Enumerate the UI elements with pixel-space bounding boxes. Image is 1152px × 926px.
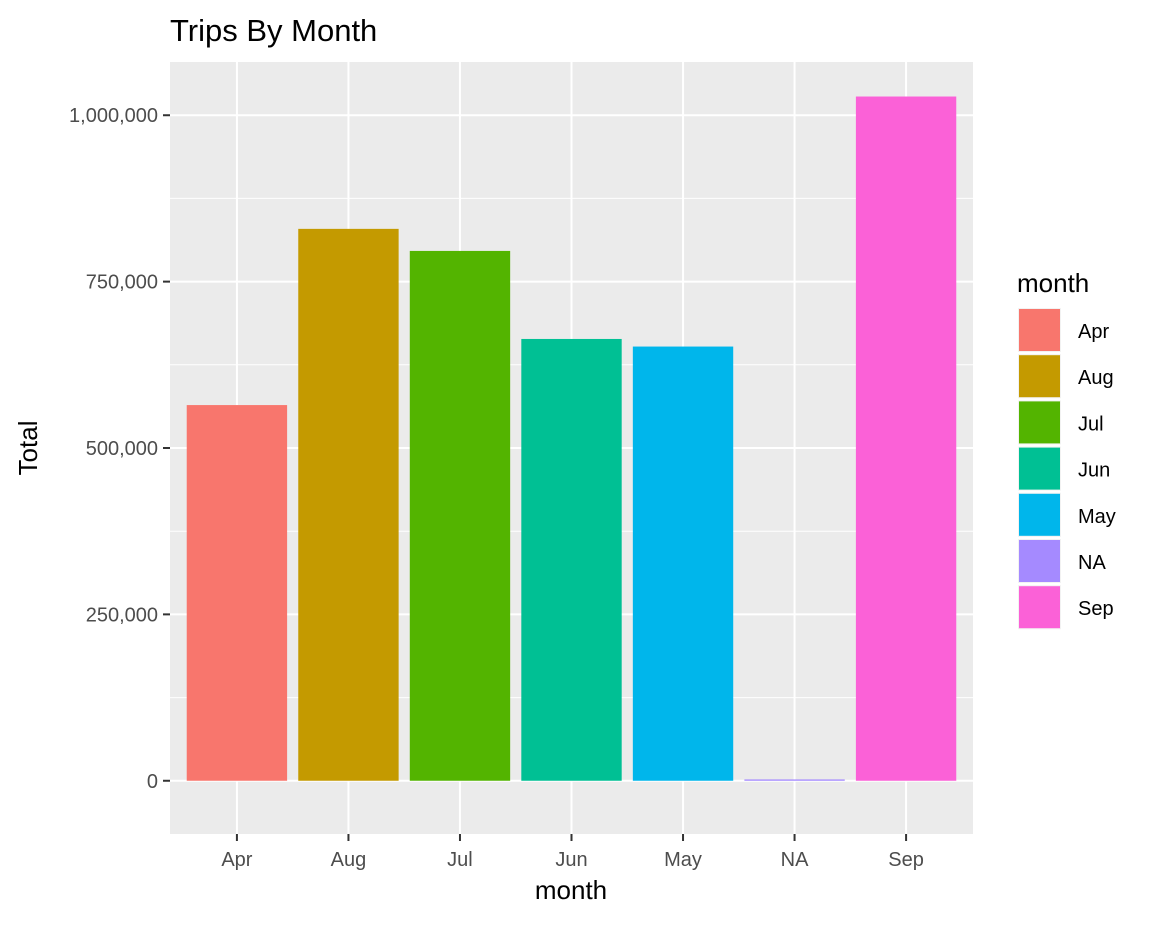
legend-swatch-jul <box>1019 401 1060 444</box>
legend-label: NA <box>1078 552 1106 574</box>
x-tick-label: Jun <box>555 849 587 871</box>
y-tick-label: 750,000 <box>86 272 158 294</box>
x-axis: Apr Aug Jul Jun May NA Sep <box>221 834 924 871</box>
y-axis: 0 250,000 500,000 750,000 1,000,000 <box>69 105 170 793</box>
legend-swatch-jun <box>1019 447 1060 490</box>
legend-label: May <box>1078 506 1116 528</box>
bar-aug <box>298 228 399 781</box>
x-tick-label: Sep <box>888 849 924 871</box>
bar-jul <box>409 250 511 781</box>
bar-jun <box>521 338 622 781</box>
legend-label: Apr <box>1078 321 1109 343</box>
legend-label: Aug <box>1078 367 1114 389</box>
legend-swatch-sep <box>1019 586 1060 629</box>
legend: month Apr Aug Jul Jun May NA Sep <box>1017 268 1116 630</box>
y-axis-label: Total <box>13 421 43 476</box>
chart-title: Trips By Month <box>170 13 377 48</box>
x-tick-label: Apr <box>221 849 252 871</box>
legend-items: Apr Aug Jul Jun May NA Sep <box>1018 308 1116 630</box>
legend-title: month <box>1017 268 1089 298</box>
x-tick-label: NA <box>781 849 809 871</box>
x-axis-label: month <box>535 875 607 905</box>
legend-swatch-may <box>1019 493 1060 536</box>
y-tick-label: 0 <box>147 771 158 793</box>
legend-label: Jul <box>1078 413 1104 435</box>
bars <box>186 96 957 781</box>
bar-sep <box>855 96 957 781</box>
legend-label: Sep <box>1078 598 1114 620</box>
x-tick-label: Jul <box>447 849 473 871</box>
x-tick-label: Aug <box>331 849 367 871</box>
x-tick-label: May <box>664 849 702 871</box>
bar-apr <box>186 405 288 781</box>
y-tick-label: 250,000 <box>86 604 158 626</box>
legend-swatch-aug <box>1019 355 1060 398</box>
legend-label: Jun <box>1078 460 1110 482</box>
legend-swatch-na <box>1019 540 1060 582</box>
legend-swatch-apr <box>1019 309 1060 351</box>
bar-may <box>632 346 734 781</box>
y-tick-label: 500,000 <box>86 438 158 460</box>
y-tick-label: 1,000,000 <box>69 105 158 127</box>
bar-na <box>744 779 845 781</box>
